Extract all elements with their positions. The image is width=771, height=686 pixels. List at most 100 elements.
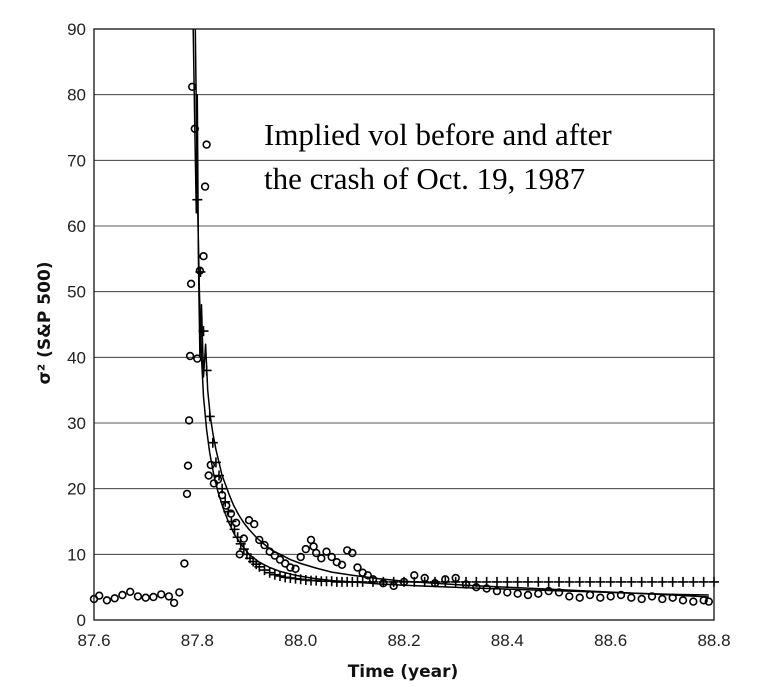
data-point-circle bbox=[534, 589, 543, 598]
data-point-circle bbox=[627, 593, 636, 602]
data-point-circle bbox=[244, 515, 254, 525]
series-line bbox=[192, 28, 709, 598]
data-point-circle bbox=[322, 547, 331, 556]
data-point-plus bbox=[232, 532, 243, 543]
y-axis-label: σ² (S&P 500) bbox=[35, 261, 55, 384]
data-point-circle bbox=[202, 140, 211, 149]
data-point-circle bbox=[193, 354, 202, 363]
data-point-plus bbox=[595, 576, 606, 587]
x-tick-label: 87.6 bbox=[77, 631, 110, 650]
data-point-plus bbox=[605, 576, 616, 587]
data-point-circle bbox=[565, 592, 574, 601]
data-point-plus bbox=[698, 576, 709, 587]
data-point-circle bbox=[255, 535, 264, 545]
y-tick-label: 80 bbox=[67, 86, 86, 105]
data-point-circle bbox=[596, 593, 605, 602]
y-tick-label: 60 bbox=[67, 217, 86, 236]
y-tick-label: 70 bbox=[67, 151, 86, 170]
x-tick-label: 88.4 bbox=[491, 631, 524, 650]
data-point-plus bbox=[657, 576, 668, 587]
data-point-plus bbox=[636, 576, 647, 587]
data-point-circle bbox=[492, 586, 502, 596]
data-point-circle bbox=[616, 590, 626, 600]
data-point-plus bbox=[564, 576, 575, 587]
data-point-circle bbox=[327, 552, 336, 562]
data-point-plus bbox=[543, 576, 554, 587]
data-point-circle bbox=[312, 548, 321, 558]
y-tick-label: 90 bbox=[67, 20, 86, 39]
y-tick-label: 0 bbox=[77, 611, 86, 630]
data-point-plus bbox=[207, 437, 218, 448]
data-point-circle bbox=[658, 594, 667, 604]
data-point-circle bbox=[250, 519, 259, 529]
data-point-plus bbox=[195, 266, 206, 277]
data-point-plus bbox=[678, 576, 688, 587]
x-tick-label: 88.6 bbox=[594, 631, 627, 650]
data-point-circle bbox=[199, 252, 208, 261]
data-point-circle bbox=[260, 540, 269, 550]
data-point-plus bbox=[481, 576, 492, 587]
series-2 bbox=[192, 194, 719, 587]
data-point-circle bbox=[110, 594, 119, 603]
data-point-circle bbox=[186, 279, 196, 288]
y-tick-labels: 0 10 20 30 40 50 60 70 80 90 bbox=[67, 20, 86, 630]
data-point-plus bbox=[275, 571, 285, 582]
series-1 bbox=[89, 82, 713, 608]
data-point-circle bbox=[149, 592, 158, 602]
data-point-circle bbox=[182, 489, 192, 499]
data-point-circle bbox=[102, 596, 112, 605]
data-point-circle bbox=[164, 592, 174, 601]
data-point-plus bbox=[229, 524, 240, 535]
data-point-circle bbox=[183, 461, 193, 470]
data-point-circle bbox=[704, 597, 713, 606]
data-point-circle bbox=[678, 596, 688, 605]
data-point-plus bbox=[574, 576, 585, 587]
annotation-line-1: Implied vol before and after bbox=[264, 117, 612, 152]
data-point-plus bbox=[254, 561, 265, 572]
data-point-circle bbox=[275, 555, 285, 564]
data-point-plus bbox=[264, 567, 275, 578]
data-point-circle bbox=[157, 590, 166, 599]
data-point-plus bbox=[238, 544, 249, 555]
series-line bbox=[194, 28, 709, 596]
data-point-circle bbox=[363, 571, 372, 580]
x-tick-label: 88.2 bbox=[387, 631, 420, 650]
data-point-plus bbox=[502, 576, 513, 587]
data-point-circle bbox=[185, 351, 195, 361]
data-point-circle bbox=[503, 588, 512, 597]
data-point-circle bbox=[348, 548, 357, 558]
series-4 bbox=[194, 28, 709, 596]
data-point-plus bbox=[667, 576, 678, 587]
data-series bbox=[89, 28, 719, 608]
data-point-plus bbox=[533, 576, 544, 587]
data-point-circle bbox=[296, 552, 305, 562]
data-point-circle bbox=[281, 559, 290, 568]
y-tick-label: 20 bbox=[67, 480, 86, 499]
data-point-circle bbox=[204, 471, 213, 480]
data-point-plus bbox=[512, 576, 523, 587]
data-point-circle bbox=[180, 559, 189, 568]
data-point-plus bbox=[259, 565, 270, 576]
plot-frame bbox=[93, 28, 715, 621]
data-point-circle bbox=[317, 554, 326, 563]
data-point-circle bbox=[301, 544, 310, 554]
data-point-circle bbox=[175, 588, 184, 597]
data-point-circle bbox=[118, 590, 127, 600]
data-point-circle bbox=[231, 518, 241, 527]
x-tick-labels: 87.6 87.8 88.0 88.2 88.4 88.6 88.8 bbox=[77, 631, 730, 650]
data-point-circle bbox=[141, 593, 150, 602]
data-point-circle bbox=[286, 563, 295, 572]
data-point-circle bbox=[523, 590, 533, 600]
data-point-plus bbox=[626, 576, 637, 587]
data-point-plus bbox=[647, 576, 657, 587]
series-3 bbox=[192, 28, 709, 598]
data-point-circle bbox=[637, 594, 646, 604]
data-point-circle bbox=[169, 598, 179, 608]
data-point-circle bbox=[291, 564, 300, 573]
data-point-circle bbox=[200, 182, 210, 191]
data-point-plus bbox=[269, 569, 280, 580]
data-point-plus bbox=[492, 576, 502, 587]
data-point-circle bbox=[94, 591, 104, 600]
data-point-circle bbox=[337, 560, 347, 569]
